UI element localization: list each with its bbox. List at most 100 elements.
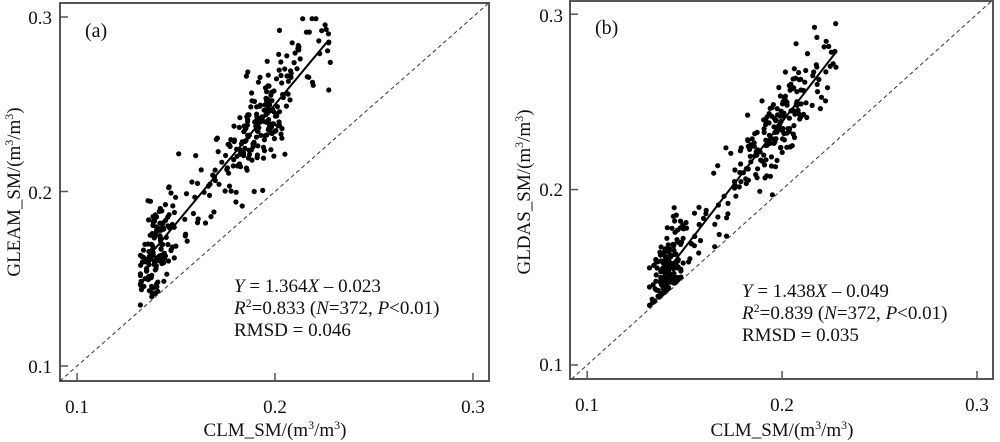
scatter-point [261, 137, 267, 143]
scatter-point [250, 141, 256, 147]
scatter-point [137, 281, 143, 287]
scatter-point [295, 42, 301, 49]
scatter-point [269, 130, 275, 137]
scatter-point [150, 285, 156, 291]
scatter-point [276, 51, 282, 58]
scatter-point [791, 123, 797, 129]
scatter-point [271, 153, 277, 159]
scatter-point [672, 229, 678, 235]
scatter-point [777, 145, 784, 151]
scatter-point [747, 146, 753, 152]
x-axis-title: CLM_SM/(m3/m3) [711, 418, 854, 441]
axis-ticks [570, 13, 978, 379]
scatter-point [262, 119, 268, 125]
y-tick-label: 0.1 [539, 355, 563, 376]
scatter-point [226, 183, 233, 189]
scatter-point [253, 118, 259, 124]
scatter-point [165, 258, 172, 264]
scatter-point [283, 103, 289, 109]
scatter-point [769, 192, 776, 198]
scatter-point [826, 43, 832, 50]
scatter-point [262, 85, 269, 91]
scatter-point [792, 111, 798, 117]
scatter-point [809, 102, 815, 108]
scatter-points [137, 16, 333, 308]
scatter-point [784, 130, 790, 136]
scatter-point [653, 278, 659, 284]
regression-equation: Y = 1.364X – 0.023 [234, 276, 381, 297]
scatter-point [732, 167, 738, 173]
scatter-point [241, 123, 247, 129]
scatter-points [646, 21, 839, 308]
scatter-point [650, 299, 656, 305]
scatter-point [793, 41, 799, 47]
scatter-point [276, 67, 282, 73]
scatter-point [790, 76, 796, 82]
panel-label: (a) [85, 20, 107, 42]
scatter-point [294, 66, 300, 72]
scatter-point [284, 73, 290, 79]
scatter-point [827, 63, 833, 69]
scatter-point [712, 221, 718, 227]
scatter-point [160, 241, 166, 248]
scatter-point [137, 252, 143, 258]
scatter-point [711, 170, 717, 176]
scatter-point [309, 16, 315, 22]
scatter-point [255, 79, 261, 85]
scatter-point [669, 225, 675, 231]
scatter-point [198, 167, 204, 173]
x-tick-label: 0.3 [965, 395, 989, 416]
scatter-point [171, 255, 177, 261]
scatter-point [672, 218, 678, 224]
scatter-point [245, 116, 251, 122]
scatter-point [658, 244, 664, 250]
scatter-point [228, 137, 234, 143]
scatter-point [767, 173, 774, 179]
scatter-point [208, 214, 214, 220]
scatter-point [265, 72, 271, 78]
scatter-point [155, 279, 161, 285]
scatter-point [691, 210, 698, 216]
scatter-point [278, 131, 284, 137]
scatter-point [169, 244, 176, 250]
y-axis-title: GLDAS_SM/(m3/m3) [512, 109, 535, 274]
x-tick-label: 0.1 [65, 397, 89, 418]
scatter-point [161, 278, 167, 284]
scatter-point [243, 165, 249, 171]
scatter-point [140, 247, 147, 253]
scatter-point [157, 233, 163, 239]
scatter-point [149, 294, 155, 300]
scatter-point [254, 114, 260, 120]
scatter-point [736, 184, 742, 190]
scatter-point [173, 194, 179, 200]
scatter-point [814, 89, 821, 95]
scatter-point [271, 88, 277, 94]
scatter-point [725, 200, 731, 206]
scatter-point [664, 225, 670, 231]
scatter-point [687, 256, 693, 262]
scatter-point [146, 262, 152, 268]
scatter-point [664, 235, 670, 241]
scatter-point [738, 145, 744, 151]
scatter-point [158, 221, 165, 227]
scatter-point [769, 113, 775, 119]
panel-a: 0.1 0.2 0.3 0.1 0.2 0.3 (a) CLM_SM/(m3/m… [2, 2, 490, 441]
scatter-point [158, 246, 164, 252]
scatter-point [657, 252, 664, 258]
scatter-point [211, 209, 217, 215]
scatter-point [236, 124, 242, 130]
scatter-point [153, 224, 159, 230]
scatter-point [143, 268, 150, 274]
scatter-point [715, 214, 721, 220]
scatter-point [663, 264, 669, 270]
scatter-point [271, 136, 277, 142]
scatter-point [816, 76, 822, 83]
scatter-point [755, 166, 761, 172]
scatter-point [675, 275, 681, 281]
scatter-point [153, 263, 159, 269]
scatter-point [255, 143, 261, 149]
scatter-point [774, 106, 780, 112]
scatter-point [251, 188, 257, 195]
scatter-point [773, 117, 779, 123]
scatter-point [239, 203, 245, 209]
